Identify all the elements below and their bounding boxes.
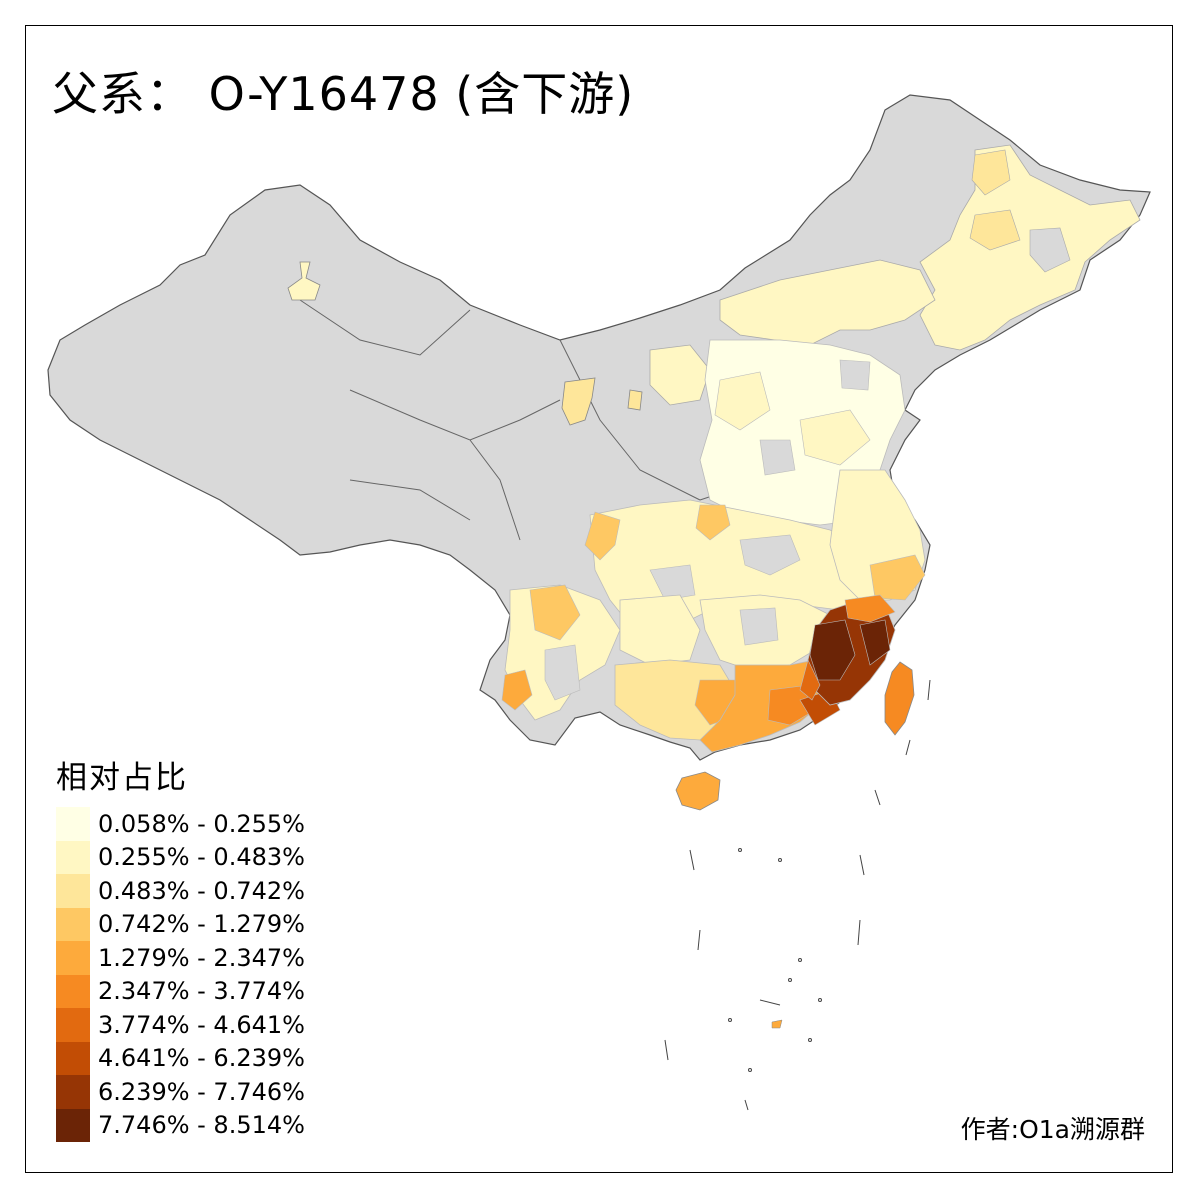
legend-label: 2.347% - 3.774% [98, 977, 305, 1006]
region-sichuan-orange [584, 511, 621, 561]
legend-item: 0.742% - 1.279% [56, 907, 305, 941]
region-yunnan-grey [544, 644, 581, 701]
region-gansu-patch-2 [627, 389, 643, 411]
legend-swatch [56, 1075, 90, 1109]
legend-swatch [56, 1008, 90, 1042]
legend-item: 0.058% - 0.255% [56, 807, 305, 841]
legend: 相对占比 0.058% - 0.255% 0.255% - 0.483% 0.483… [56, 752, 305, 1142]
province-borders [299, 299, 881, 561]
region-northeast-darker-2 [969, 209, 1021, 251]
legend-item: 3.774% - 4.641% [56, 1008, 305, 1042]
legend-label: 7.746% - 8.514% [98, 1111, 305, 1140]
map-title: 父系： O-Y16478 (含下游) [52, 67, 635, 121]
legend-swatch [56, 874, 90, 908]
legend-item: 4.641% - 6.239% [56, 1041, 305, 1075]
legend-item: 0.483% - 0.742% [56, 874, 305, 908]
legend-title: 相对占比 [56, 760, 188, 796]
legend-item: 6.239% - 7.746% [56, 1075, 305, 1109]
region-fujian-coast [859, 619, 891, 666]
region-north-cells-yellow-2 [799, 409, 871, 466]
legend-label: 0.255% - 0.483% [98, 843, 305, 872]
legend-label: 6.239% - 7.746% [98, 1077, 305, 1106]
author-credit: 作者:O1a溯源群 [960, 1115, 1145, 1144]
legend-swatch [56, 941, 90, 975]
region-hainan [675, 771, 721, 811]
region-ningxia [649, 344, 711, 406]
region-jiangxi-grey [739, 607, 779, 646]
region-fujian-west [799, 659, 821, 701]
legend-label: 1.279% - 2.347% [98, 943, 305, 972]
legend-label: 0.058% - 0.255% [98, 809, 305, 838]
legend-swatch [56, 1108, 90, 1142]
region-guizhou [619, 594, 701, 666]
legend-item: 0.255% - 0.483% [56, 840, 305, 874]
legend-item: 7.746% - 8.514% [56, 1108, 305, 1142]
south-china-sea-islands [664, 679, 931, 1111]
region-fujian-north [844, 594, 896, 623]
region-north-grey-2 [839, 359, 871, 391]
region-northeast-grey [1029, 227, 1071, 273]
region-zhejiang [869, 554, 926, 601]
region-shaanxi-orange [695, 504, 731, 541]
region-central-grey-2 [649, 564, 696, 601]
legend-swatch [56, 974, 90, 1008]
region-fujian-darkest [809, 619, 856, 681]
legend-item: 1.279% - 2.347% [56, 941, 305, 975]
region-gansu-patch [561, 377, 596, 426]
legend-label: 0.483% - 0.742% [98, 876, 305, 905]
legend-swatch [56, 907, 90, 941]
legend-label: 3.774% - 4.641% [98, 1010, 305, 1039]
region-taiwan [884, 661, 915, 736]
region-central-grey [739, 534, 801, 576]
region-yunnan-south [501, 669, 533, 711]
region-yunnan-orange [529, 584, 581, 641]
region-inner-mongolia [719, 259, 936, 346]
region-xinjiang-patch [287, 261, 321, 301]
legend-swatch [56, 1041, 90, 1075]
region-northeast-darker [971, 149, 1011, 196]
region-north-cells-yellow [714, 371, 771, 431]
legend-swatch [56, 840, 90, 874]
legend-item: 2.347% - 3.774% [56, 974, 305, 1008]
region-north-grey-1 [759, 439, 796, 476]
region-spratly-patch [771, 1019, 783, 1029]
legend-label: 0.742% - 1.279% [98, 910, 305, 939]
legend-swatch [56, 807, 90, 841]
legend-label: 4.641% - 6.239% [98, 1044, 305, 1073]
